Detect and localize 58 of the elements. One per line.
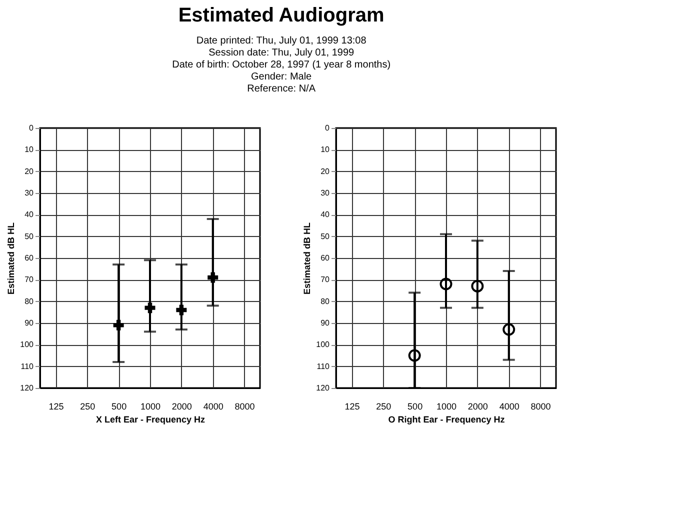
y-tick-label: 110	[20, 362, 34, 371]
y-tick-label: 50	[320, 232, 330, 241]
y-tick-label: 70	[320, 275, 330, 284]
y-tick-label: 90	[24, 318, 34, 328]
y-tick-label: 80	[320, 296, 330, 306]
x-tick-label: 2000	[468, 402, 488, 412]
y-tick-label: 60	[24, 254, 34, 262]
point	[502, 323, 516, 336]
x-tick-label: 8000	[530, 402, 551, 412]
y-tick-label: 50	[24, 232, 34, 241]
y-tick-label: 0	[325, 124, 330, 132]
y-tick-label: 30	[24, 188, 34, 198]
y-tick-label: 70	[24, 275, 34, 284]
y-tick-label: 100	[316, 340, 330, 350]
y-tick-label: 80	[24, 296, 34, 306]
y-tick-label: 110	[316, 362, 330, 371]
chart-title: Estimated Audiogram	[178, 4, 384, 26]
y-tick-label: 0	[29, 124, 34, 132]
point	[408, 349, 421, 362]
point	[440, 278, 452, 290]
text: Date printed: Thu, July 01, 1999 13:08	[196, 35, 367, 46]
x-tick-label: 500	[112, 402, 127, 412]
y-tick-label: 20	[24, 166, 34, 176]
x-tick-label: 250	[80, 402, 96, 412]
text: Reference: N/A	[247, 83, 316, 94]
text: Date of birth: October 28, 1997 (1 year 8 months)	[172, 59, 391, 70]
point	[113, 320, 124, 330]
text: Session date: Thu, July 01, 1999	[208, 47, 354, 58]
x-axis-title: O Right Ear - Frequency Hz	[388, 414, 506, 424]
x-tick-label: 250	[376, 402, 392, 412]
y-tick-label: 120	[316, 384, 330, 392]
x-tick-label: 125	[48, 402, 64, 412]
y-tick-label: 60	[320, 254, 330, 262]
y-tick-label: 120	[20, 384, 34, 392]
x-tick-label: 2000	[172, 402, 192, 412]
point	[144, 302, 156, 314]
point	[208, 272, 218, 283]
x-tick-label: 500	[408, 402, 423, 412]
point	[176, 304, 187, 316]
x-tick-label: 1000	[436, 402, 457, 412]
x-tick-label: 4000	[203, 402, 224, 412]
y-tick-label: 100	[20, 340, 34, 350]
y-tick-label: 10	[320, 145, 330, 154]
y-tick-label: 10	[24, 145, 34, 154]
y-tick-label: 40	[320, 210, 330, 220]
y-tick-label: 30	[320, 188, 330, 198]
y-tick-label: 40	[24, 210, 34, 220]
y-axis-title: Estimated dB HL	[6, 222, 16, 295]
x-tick-label: 1000	[140, 402, 161, 412]
y-tick-label: 90	[320, 318, 330, 328]
y-axis-title: Estimated dB HL	[302, 222, 312, 295]
text: Gender: Male	[251, 71, 312, 82]
x-tick-label: 8000	[234, 402, 255, 412]
x-axis-title: X Left Ear - Frequency Hz	[96, 414, 206, 424]
x-tick-label: 4000	[499, 402, 520, 412]
point	[471, 280, 484, 292]
y-tick-label: 20	[320, 166, 330, 176]
x-tick-label: 125	[344, 402, 360, 412]
